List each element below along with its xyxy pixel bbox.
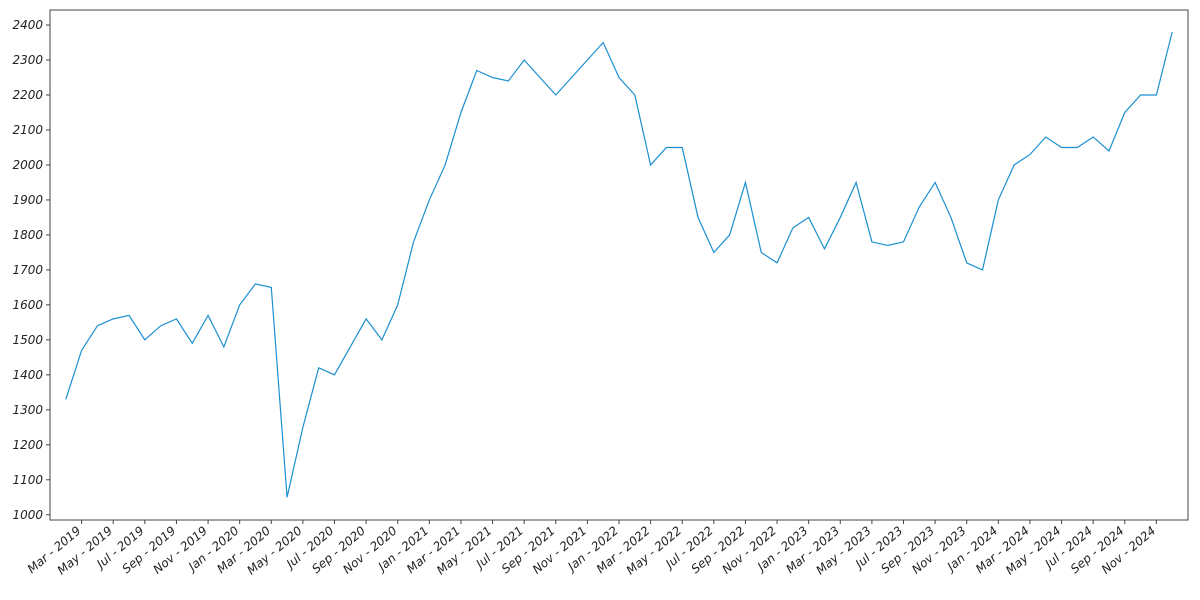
price-line — [65, 31, 1173, 498]
plot-frame — [49, 9, 1189, 521]
y-tick-label: 1300 — [12, 403, 43, 417]
y-tick-label: 2300 — [12, 53, 43, 67]
y-tick-label: 1600 — [12, 298, 43, 312]
y-tick-label: 1400 — [12, 368, 43, 382]
y-tick-label: 2200 — [12, 88, 43, 102]
y-tick-label: 2100 — [12, 123, 43, 137]
y-tick-label: 1500 — [12, 333, 43, 347]
y-tick-label: 2000 — [12, 158, 43, 172]
y-tick-label: 1700 — [12, 263, 43, 277]
y-tick-label: 1200 — [12, 438, 43, 452]
y-tick-label: 1800 — [12, 228, 43, 242]
y-tick-label: 1100 — [12, 473, 43, 487]
y-tick-label: 2400 — [12, 18, 43, 32]
y-tick-label: 1900 — [12, 193, 43, 207]
y-tick-label: 1000 — [12, 508, 43, 522]
